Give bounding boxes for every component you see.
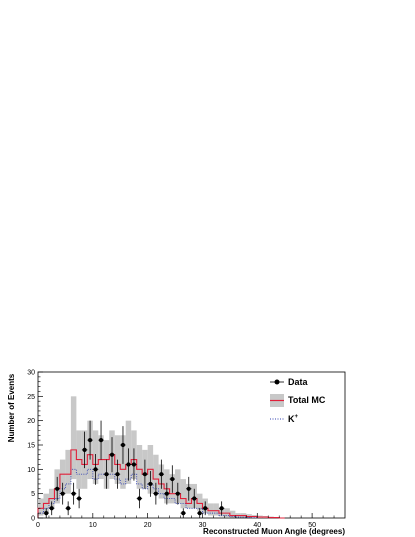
y-tick-label: 20 <box>27 418 35 425</box>
mc-band-bin <box>114 435 121 484</box>
data-point <box>181 511 186 516</box>
mc-band-bin <box>246 514 252 518</box>
x-tick-label: 20 <box>144 522 152 529</box>
data-point <box>137 496 142 501</box>
mc-band-bin <box>136 445 143 489</box>
legend-kstar-superscript: + <box>295 414 299 420</box>
data-point <box>49 506 54 511</box>
data-point <box>71 491 76 496</box>
data-point <box>104 472 109 477</box>
legend-kstar-label: K+ <box>288 414 299 424</box>
data-point <box>55 486 60 491</box>
data-point <box>131 462 137 467</box>
data-point <box>175 491 180 496</box>
y-axis-label: Number of Events <box>7 373 16 442</box>
data-point <box>159 472 164 477</box>
data-points <box>43 420 225 518</box>
mc-band-bin <box>180 479 187 509</box>
data-point <box>142 472 148 477</box>
mc-band-bin <box>70 396 77 480</box>
data-point <box>120 442 126 448</box>
legend-total-mc-label: Total MC <box>288 395 326 405</box>
data-point <box>219 506 224 511</box>
data-point <box>197 511 202 516</box>
legend-kstar-base: K <box>288 414 295 424</box>
y-tick-label: 15 <box>27 443 35 450</box>
legend-data-label: Data <box>288 377 309 387</box>
total-mc-histogram <box>37 449 285 519</box>
mc-band-bin <box>196 493 203 511</box>
x-tick-label: 0 <box>36 522 40 529</box>
mc-band-bin <box>213 503 219 516</box>
mc-band-bin <box>153 454 159 494</box>
data-point <box>93 467 98 472</box>
data-point <box>164 491 169 496</box>
data-point <box>109 452 115 457</box>
legend: Data Total MC K+ <box>270 377 326 424</box>
mc-band-bin <box>65 449 71 494</box>
y-tick-label: 30 <box>27 370 35 377</box>
y-tick-label: 25 <box>27 394 35 401</box>
data-point <box>60 491 65 496</box>
data-point <box>126 462 131 467</box>
data-point <box>77 496 82 501</box>
mc-band-bin <box>229 510 236 518</box>
data-point <box>203 506 208 511</box>
data-point <box>66 506 71 511</box>
data-point <box>148 481 153 487</box>
x-tick-label: 10 <box>89 522 97 529</box>
x-tick-label: 50 <box>308 522 316 529</box>
legend-data-marker <box>274 379 280 385</box>
x-axis-label: Reconstructed Muon Angle (degrees) <box>203 527 345 536</box>
x-tick-label: 40 <box>253 522 261 529</box>
mc-band-bin <box>38 498 44 516</box>
y-tick-label: 5 <box>31 491 35 498</box>
data-point <box>153 491 158 496</box>
mc-band-bin <box>59 459 66 494</box>
data-point <box>186 486 191 491</box>
data-point <box>87 438 93 443</box>
x-tick-label: 30 <box>199 522 207 529</box>
data-point <box>170 476 175 482</box>
data-point <box>192 496 197 501</box>
data-point <box>82 447 87 452</box>
data-point <box>98 438 104 443</box>
axes: 0 10 20 30 40 50 0 5 10 15 20 25 30 <box>27 370 335 529</box>
data-point <box>115 472 120 477</box>
total-mc-step-line <box>37 449 285 519</box>
y-tick-label: 0 <box>31 516 35 523</box>
data-point <box>44 511 49 516</box>
y-tick-label: 10 <box>27 467 35 474</box>
mc-band-bin <box>207 503 214 516</box>
